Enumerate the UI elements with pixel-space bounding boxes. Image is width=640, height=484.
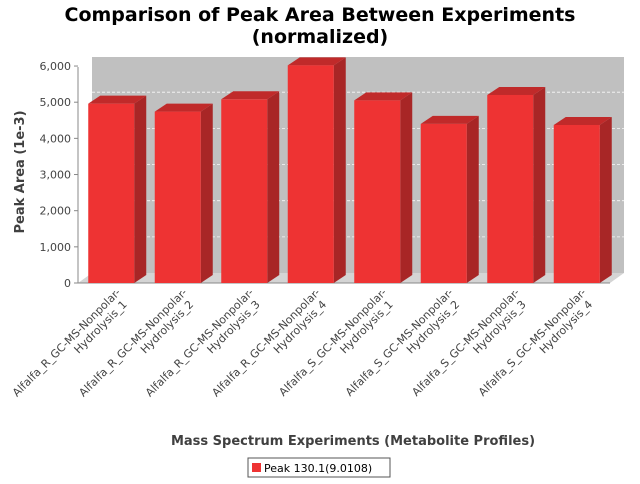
bar	[420, 115, 479, 284]
bar-side	[466, 115, 479, 284]
bar-top	[354, 92, 413, 101]
bar-side	[400, 92, 413, 283]
chart-title-line-2: (normalized)	[252, 26, 389, 48]
x-tick-label-line: Alfalfa_R_GC-MS-Nonpolar-	[10, 286, 123, 399]
bar-front	[287, 65, 334, 283]
bar	[487, 86, 546, 283]
y-tick-label: 3,000	[40, 169, 72, 182]
bar-front	[154, 111, 201, 284]
chart-title-line-1: Comparison of Peak Area Between Experime…	[65, 4, 576, 26]
x-axis-label: Mass Spectrum Experiments (Metabolite Pr…	[171, 434, 535, 449]
y-axis-label: Peak Area (1e-3)	[13, 110, 28, 233]
bar-front	[487, 94, 534, 283]
bar-top	[487, 86, 546, 95]
bar-side	[533, 86, 546, 283]
bar	[154, 103, 213, 284]
x-tick-label: Alfalfa_R_GC-MS-Nonpolar-Hydrolysis_1	[10, 286, 133, 409]
bar-front	[553, 124, 600, 283]
bar	[221, 91, 280, 284]
y-tick-label: 0	[64, 277, 71, 290]
bar-side	[599, 116, 612, 283]
y-tick-label: 6,000	[40, 60, 72, 73]
bar-top	[420, 115, 479, 124]
legend: Peak 130.1(9.0108)	[247, 457, 391, 478]
legend-label: Peak 130.1(9.0108)	[264, 462, 372, 475]
bar-side	[267, 91, 280, 284]
y-tick-label: 2,000	[40, 205, 72, 218]
x-tick-labels: Alfalfa_R_GC-MS-Nonpolar-Hydrolysis_1Alf…	[10, 286, 595, 409]
bar-side	[333, 57, 346, 283]
bar-front	[420, 123, 467, 284]
bar	[553, 116, 612, 283]
bar-top	[221, 91, 280, 100]
y-tick-labels: 0 1,000 2,000 3,000 4,000 5,000 6,000	[40, 60, 72, 290]
bar-side	[200, 103, 213, 284]
y-tick-label: 1,000	[40, 241, 72, 254]
y-tick-label: 5,000	[40, 96, 72, 109]
bars	[88, 57, 612, 284]
bar	[287, 57, 346, 283]
bar-top	[154, 103, 213, 112]
bar-front	[88, 103, 135, 284]
y-tick-label: 4,000	[40, 132, 72, 145]
bar-top	[553, 116, 612, 125]
bar-top	[88, 95, 147, 104]
bar	[354, 92, 413, 283]
bar-top	[287, 57, 346, 66]
bar-side	[134, 95, 147, 284]
bar-front	[221, 99, 268, 284]
legend-swatch	[252, 463, 261, 472]
legend-box	[247, 457, 391, 478]
bar-front	[354, 100, 401, 283]
bar	[88, 95, 147, 284]
